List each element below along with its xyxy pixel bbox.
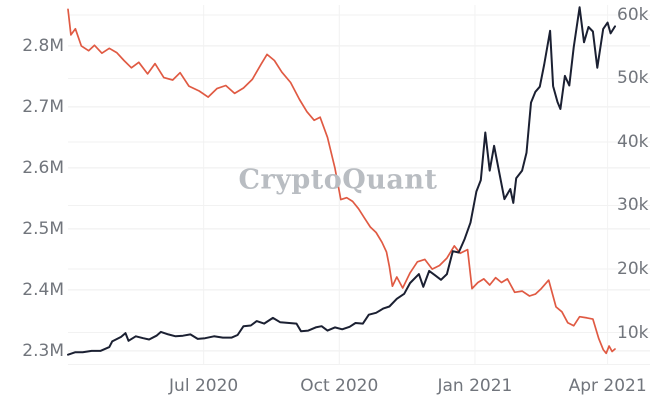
right-axis-tick: 10k [617,322,649,343]
x-axis-tick: Oct 2020 [300,376,379,396]
series-red-line [67,8,616,355]
left-axis-tick: 2.5M [22,218,64,239]
right-axis-tick: 50k [617,68,649,89]
left-axis-tick: 2.3M [22,340,64,361]
watermark: CryptoQuant [238,164,438,196]
x-axis-tick: Apr 2021 [568,376,647,396]
left-axis-tick: 2.6M [22,157,64,178]
x-axis-tick: Jan 2021 [437,376,513,396]
right-axis-tick: 20k [617,258,649,279]
x-axis-tick: Jul 2020 [169,376,239,396]
right-axis-tick: 60k [617,4,649,25]
left-axis-tick: 2.8M [22,35,64,56]
series-navy-line [67,6,616,356]
right-axis-tick: 40k [617,131,649,152]
left-axis-tick: 2.4M [22,279,64,300]
right-axis-tick: 30k [617,195,649,216]
left-axis-tick: 2.7M [22,96,64,117]
